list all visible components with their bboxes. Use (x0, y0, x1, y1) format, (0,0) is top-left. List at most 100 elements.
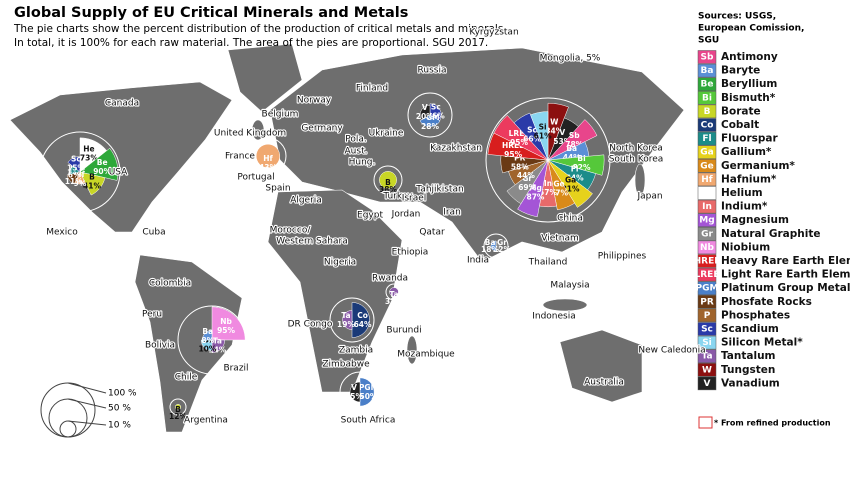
slice-code: HREE (502, 141, 524, 150)
slice-label: 87% (526, 192, 544, 201)
legend-name: Baryte (721, 65, 760, 77)
slice-label: 53% (553, 137, 571, 146)
slice-code: PGM (359, 383, 378, 392)
size-circle (59, 420, 77, 438)
slice-code: In (544, 179, 552, 188)
slice-label: 6% (68, 171, 81, 180)
slice-code: Ta (389, 290, 398, 299)
legend-swatch (697, 172, 717, 187)
slice-code: Gr (497, 238, 507, 247)
slice-label: 58% (511, 163, 529, 172)
country-label: China (557, 214, 583, 224)
slice-code: LREE (509, 129, 530, 138)
legend-name: Cobalt (721, 119, 759, 131)
pie-outline (177, 305, 247, 375)
legend-name: Phosfate Rocks (721, 296, 812, 308)
country-label: Spain (265, 184, 290, 194)
country-label: Tahjikistan (415, 185, 463, 195)
slice-code: Ge (553, 179, 564, 188)
south-america (134, 254, 243, 433)
slice-label: 82% (573, 163, 591, 172)
slice-code: Nb (220, 317, 232, 326)
country-label: Western Sahara (276, 237, 347, 247)
slice-label: 18% (481, 245, 499, 254)
pie-outline (373, 165, 403, 195)
country-label: Egypt (357, 211, 383, 221)
pie-slice (490, 240, 497, 252)
slice-label: 64% (354, 320, 372, 329)
legend-name: Tungsten (721, 364, 775, 376)
slice-label: 20% (416, 112, 434, 121)
country-label: South Korea (609, 155, 664, 165)
slice-label: 12% (493, 245, 511, 254)
legend-code: Ba (701, 66, 714, 76)
country-label: USA (109, 168, 128, 178)
pie-slice (547, 159, 576, 211)
slice-code: Ba (202, 327, 213, 336)
pie-slice (493, 114, 549, 161)
country-label: Cuba (142, 228, 165, 238)
madagascar (406, 335, 418, 365)
legend-swatch (697, 213, 717, 227)
pie-slice (547, 154, 605, 176)
legend-code: He (700, 189, 714, 199)
slice-code: Hf (263, 154, 273, 163)
slice-label: 10% (198, 345, 216, 354)
legend-code: Fl (702, 134, 711, 144)
slice-label: 81% (562, 185, 580, 194)
legend-swatch (697, 159, 717, 173)
slice-label: 43% (259, 163, 277, 172)
slice-code: PGM (420, 113, 439, 122)
pie-outline (329, 297, 375, 343)
country-label: Finland (356, 84, 388, 94)
legend-swatch (697, 63, 717, 78)
country-label: DR Congo (288, 320, 333, 330)
pie-outline (339, 371, 381, 413)
legend-swatch (697, 308, 717, 323)
legend-code: V (704, 379, 711, 389)
legend-swatch (697, 281, 717, 295)
legend-swatch (697, 240, 717, 255)
pie-slice (211, 339, 225, 353)
country-label: Jordan (391, 210, 421, 220)
country-label: North Korea (609, 144, 663, 154)
pie-outline (407, 92, 453, 138)
country-label: Turkey (382, 192, 413, 202)
legend-name: Phosphates (721, 309, 790, 321)
slice-label: 11% (65, 177, 83, 186)
subtitle: In total, it is 100% for each raw materi… (14, 37, 488, 49)
country-label: Belgium (262, 110, 299, 120)
legend-name: Gallium* (721, 146, 772, 158)
slice-code: Si (539, 122, 547, 131)
slice-label: 73% (80, 154, 98, 163)
pie-slice (419, 104, 431, 121)
slice-code: Ba (566, 144, 577, 153)
pie-slice (66, 171, 81, 185)
country-label: Malaysia (550, 281, 589, 291)
slice-code: V (351, 383, 357, 392)
legend-name: Platinum Group Metals (721, 282, 850, 294)
slice-code: Gr (522, 174, 532, 183)
slice-code: Bi (577, 154, 585, 163)
legend-name: Tantalum (721, 350, 776, 362)
country-label: Philippines (598, 252, 647, 262)
slice-code: Ta (341, 311, 350, 320)
country-label: Rwanda (372, 274, 408, 284)
size-circle (40, 382, 96, 438)
legend-swatch (697, 77, 717, 91)
pie-slice (67, 156, 81, 173)
pie-outline (385, 283, 403, 301)
slice-label: 9% (74, 179, 87, 188)
legend-name: Niobium (721, 241, 770, 253)
slice-code: B (385, 178, 391, 187)
leader (67, 420, 107, 426)
pie-outline (39, 131, 121, 213)
japan (634, 163, 646, 197)
slice-label: 28% (421, 122, 439, 131)
legend-swatch (697, 349, 717, 363)
slice-code: B (89, 173, 95, 182)
leader (67, 382, 107, 394)
slice-label: 78% (565, 140, 583, 149)
legend-code: Gr (701, 229, 713, 239)
slice-label: 12% (169, 412, 187, 421)
